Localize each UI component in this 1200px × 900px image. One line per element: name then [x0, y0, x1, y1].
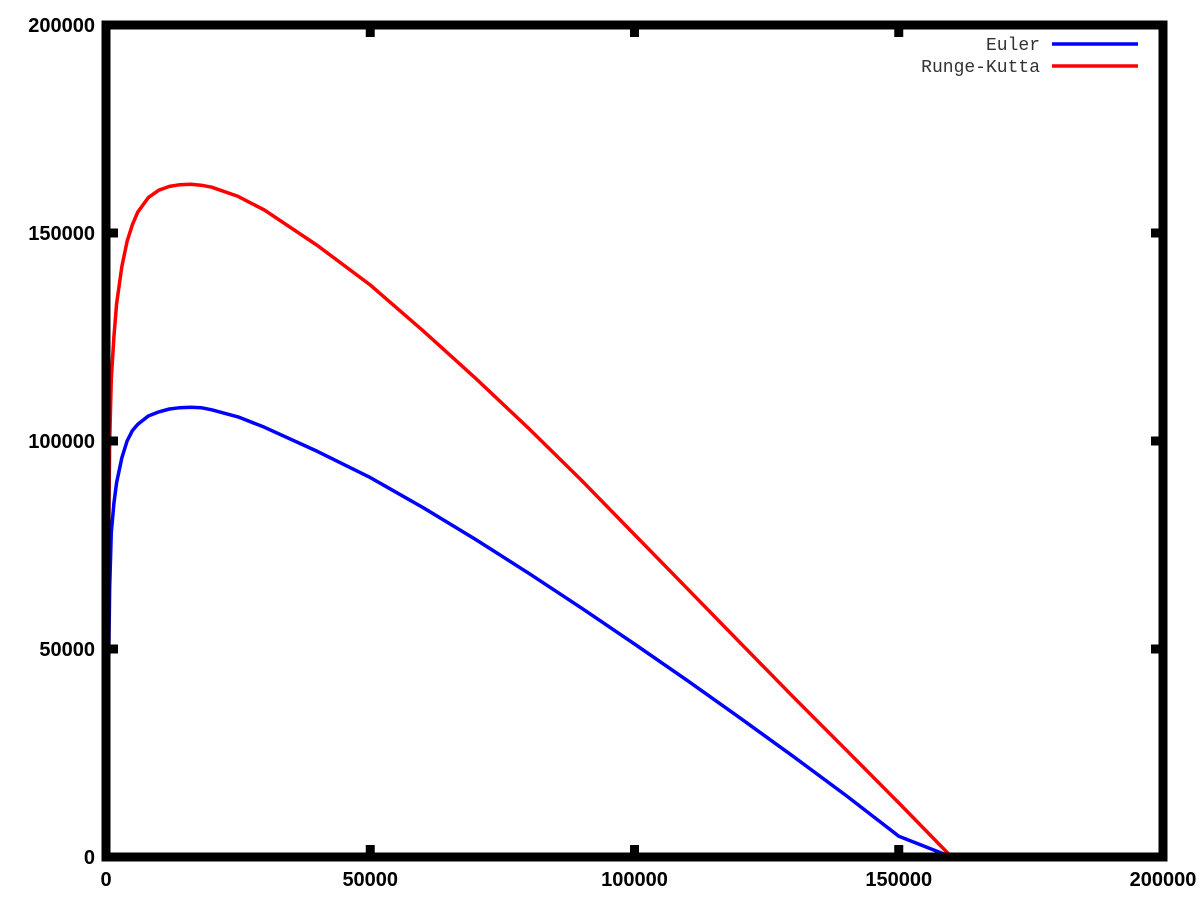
y-tick-label: 100000	[28, 431, 95, 453]
y-tick-label: 150000	[28, 223, 95, 245]
legend-label: Euler	[986, 36, 1040, 56]
series-layer	[105, 182, 954, 859]
x-tick-label: 0	[100, 869, 111, 891]
legend-label: Runge-Kutta	[921, 58, 1040, 78]
ticks-layer: 0 50000 100000 150000 200000 0 50000 100000 1500…	[28, 15, 1196, 891]
x-tick-label: 150000	[865, 869, 932, 891]
series-line-euler	[105, 405, 954, 859]
x-tick-label: 200000	[1130, 869, 1197, 891]
x-tick-label: 100000	[601, 869, 668, 891]
series-line-runge-kutta	[105, 182, 954, 859]
plot-frame	[101, 20, 1168, 862]
y-tick-label: 200000	[28, 15, 95, 37]
y-tick-label: 0	[84, 847, 95, 869]
y-tick-label: 50000	[39, 639, 95, 661]
x-tick-label: 50000	[342, 869, 398, 891]
